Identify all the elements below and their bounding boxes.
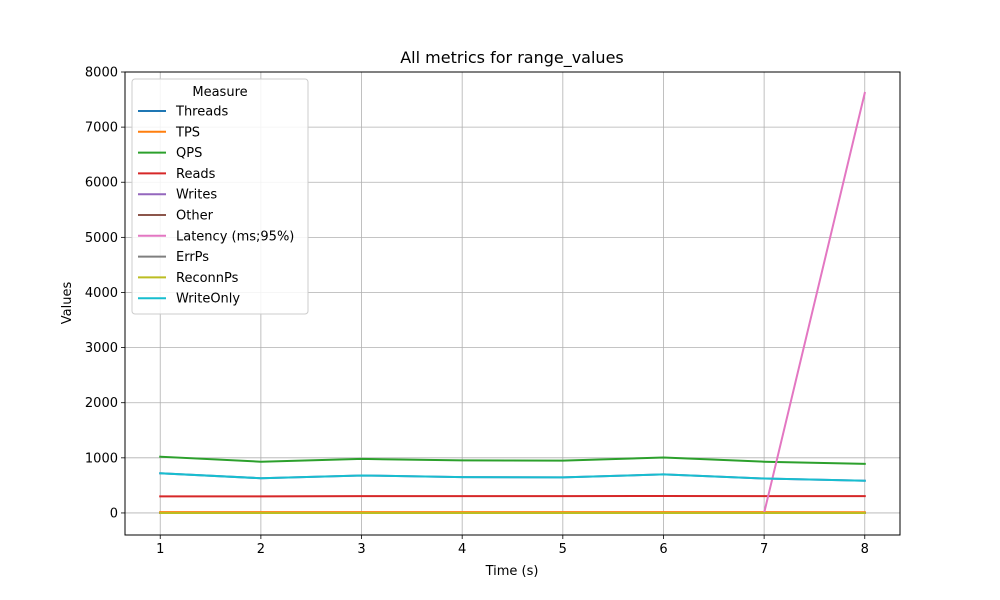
legend-label: WriteOnly <box>176 292 240 307</box>
x-tick-label: 1 <box>156 542 164 557</box>
legend-label: Other <box>176 209 214 224</box>
y-tick-label: 1000 <box>85 451 118 466</box>
series-line-writeonly <box>159 472 866 482</box>
legend-label: Reads <box>176 167 216 182</box>
y-tick-label: 5000 <box>85 231 118 246</box>
legend-item-threads: Threads <box>138 105 228 120</box>
x-tick-label: 3 <box>357 542 365 557</box>
x-tick-label: 8 <box>861 542 869 557</box>
x-tick-label: 5 <box>559 542 567 557</box>
legend-label: ErrPs <box>176 250 209 265</box>
legend-label: TPS <box>175 125 200 140</box>
legend-item-tps: TPS <box>138 125 200 140</box>
legend-title: Measure <box>192 85 247 100</box>
y-tick-label: 7000 <box>85 121 118 136</box>
x-tick-label: 2 <box>257 542 265 557</box>
legend-box <box>131 78 309 315</box>
legend-item-errps: ErrPs <box>138 250 209 265</box>
legend-label: ReconnPs <box>176 271 239 286</box>
legend-item-latency-ms-95: Latency (ms;95%) <box>138 229 294 244</box>
legend-item-reconnps: ReconnPs <box>138 271 239 286</box>
legend-label: Writes <box>176 188 217 203</box>
legend-item-reads: Reads <box>138 167 216 182</box>
y-tick-label: 0 <box>110 506 118 521</box>
legend-label: Latency (ms;95%) <box>176 229 294 244</box>
legend-label: QPS <box>176 146 202 161</box>
y-axis: 0 1000 2000 3000 4000 5000 6000 7000 8000 <box>85 66 125 521</box>
legend-item-writeonly: WriteOnly <box>138 292 240 307</box>
legend-item-writes: Writes <box>138 188 217 203</box>
y-axis-label: Values <box>60 282 75 325</box>
legend-item-other: Other <box>138 209 214 224</box>
y-tick-label: 8000 <box>85 66 118 81</box>
x-tick-label: 4 <box>458 542 466 557</box>
y-tick-label: 2000 <box>85 396 118 411</box>
series-line-qps <box>159 455 866 465</box>
x-tick-label: 7 <box>760 542 768 557</box>
series-group <box>159 91 866 514</box>
legend-item-qps: QPS <box>138 146 202 161</box>
y-tick-label: 6000 <box>85 176 118 191</box>
legend-label: Threads <box>175 105 228 120</box>
y-tick-label: 3000 <box>85 341 118 356</box>
x-axis: 1 2 3 4 5 6 7 8 <box>156 535 869 557</box>
chart-title: All metrics for range_values <box>400 48 624 68</box>
x-tick-label: 6 <box>659 542 667 557</box>
plot-frame <box>124 71 901 536</box>
y-tick-label: 4000 <box>85 286 118 301</box>
legend: Measure Threads TPS QPS Reads Writes Other Lat… <box>131 78 309 315</box>
x-axis-label: Time (s) <box>485 564 539 579</box>
